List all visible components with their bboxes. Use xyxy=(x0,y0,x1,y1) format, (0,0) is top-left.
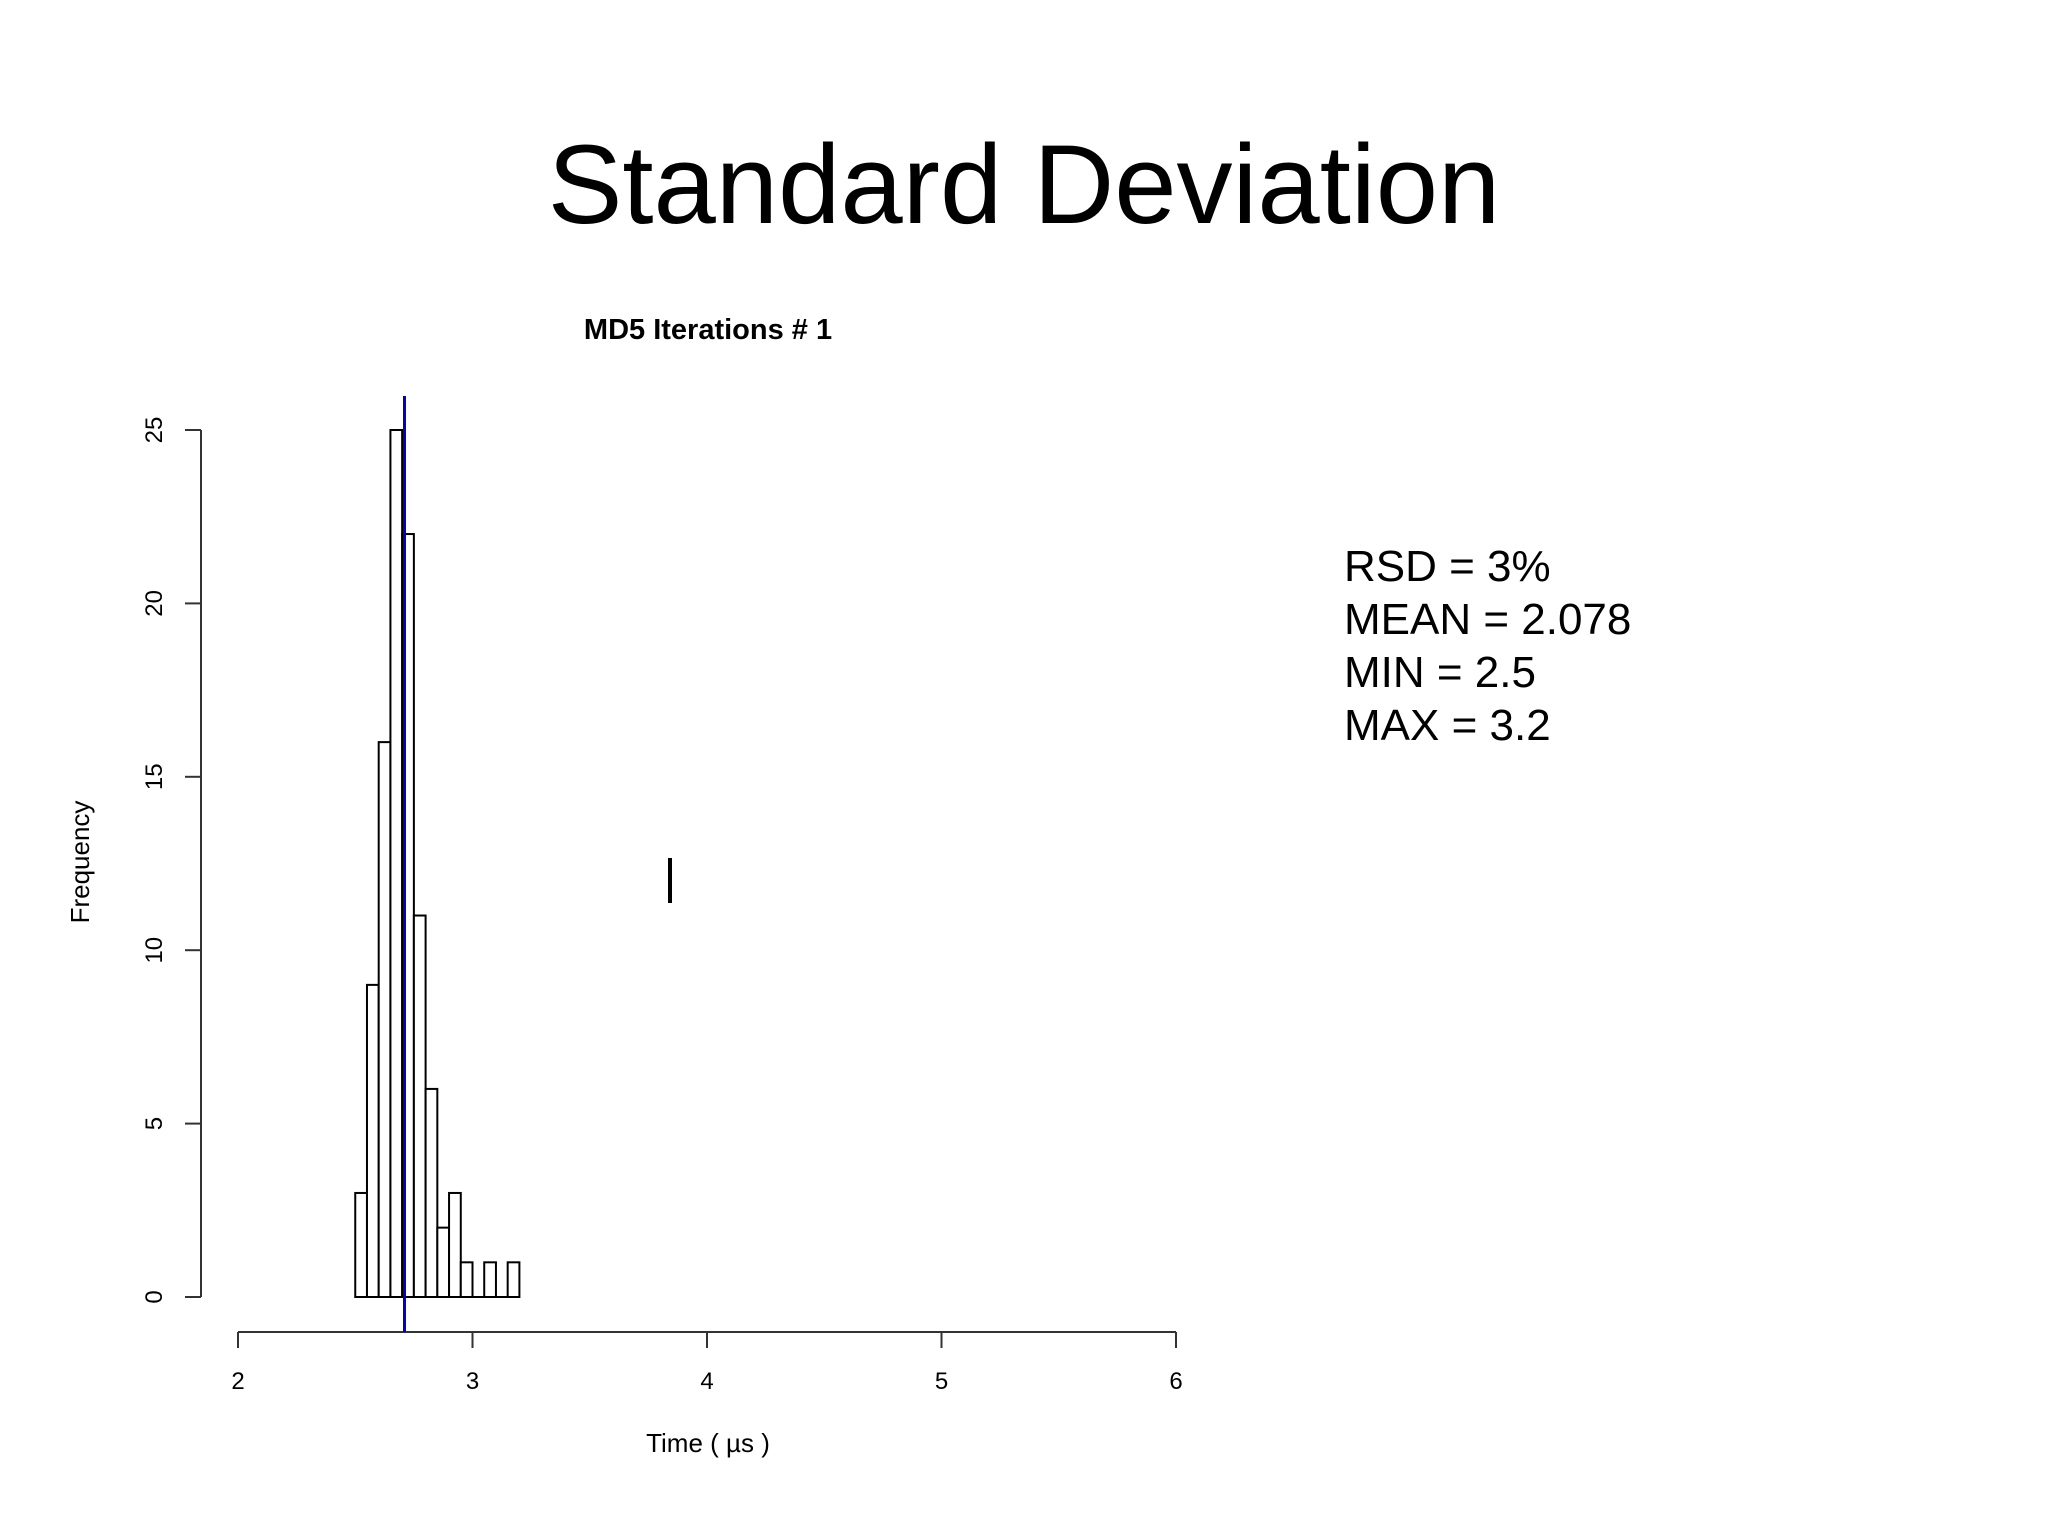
x-axis: 2 3 4 5 6 xyxy=(231,1331,1183,1395)
max-stat: MAX = 3.2 xyxy=(1344,701,1551,750)
histogram-bar xyxy=(365,983,380,1298)
y-tick-label: 15 xyxy=(141,763,168,790)
x-tick-label: 2 xyxy=(231,1368,244,1395)
rsd-stat: RSD = 3% xyxy=(1344,542,1551,591)
min-stat: MIN = 2.5 xyxy=(1344,648,1536,697)
x-tick-label: 3 xyxy=(466,1368,479,1395)
y-axis-label: Frequency xyxy=(65,801,95,924)
histogram-bars xyxy=(354,429,521,1299)
histogram-bar xyxy=(448,1191,462,1298)
histogram-bar xyxy=(389,429,404,1298)
y-tick-label: 0 xyxy=(141,1290,168,1303)
x-axis-label: Time ( µs ) xyxy=(646,1428,770,1458)
histogram-bar xyxy=(377,741,392,1298)
histogram-bar xyxy=(506,1261,521,1298)
stats-box: RSD = 3% MEAN = 2.078 MIN = 2.5 MAX = 3.… xyxy=(1344,540,1631,752)
y-tick-label: 20 xyxy=(141,590,168,617)
x-tick-label: 5 xyxy=(935,1368,948,1395)
y-tick-label: 5 xyxy=(141,1117,168,1130)
y-axis: 0 5 10 15 20 25 xyxy=(141,417,202,1304)
x-tick-label: 6 xyxy=(1169,1368,1182,1395)
chart-title: MD5 Iterations # 1 xyxy=(584,314,832,346)
histogram-bar xyxy=(459,1261,474,1298)
mean-stat: MEAN = 2.078 xyxy=(1344,595,1632,644)
y-tick-label: 25 xyxy=(141,417,168,444)
histogram-bar xyxy=(412,914,427,1299)
histogram-bar xyxy=(424,1087,439,1299)
x-tick-label: 4 xyxy=(700,1368,713,1395)
histogram-bar xyxy=(436,1226,451,1299)
histogram-bar xyxy=(354,1191,368,1298)
histogram-bar xyxy=(483,1261,497,1298)
y-tick-label: 10 xyxy=(141,937,168,964)
text-cursor-icon xyxy=(668,858,672,903)
slide-title: Standard Deviation xyxy=(547,122,1501,247)
